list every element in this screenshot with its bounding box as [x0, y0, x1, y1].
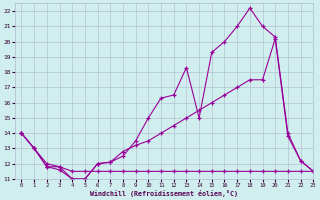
X-axis label: Windchill (Refroidissement éolien,°C): Windchill (Refroidissement éolien,°C): [90, 190, 238, 197]
